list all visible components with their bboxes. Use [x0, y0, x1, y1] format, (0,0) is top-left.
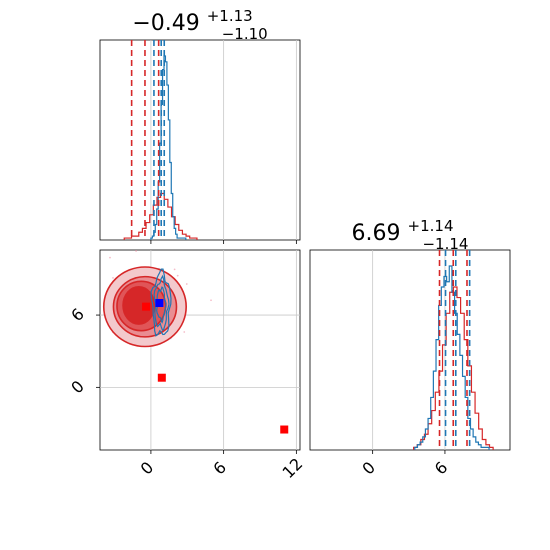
joint-red-marker — [142, 302, 151, 311]
param1-blue-histogram — [414, 265, 490, 450]
joint-scatter-point — [176, 274, 179, 277]
joint-scatter-point — [210, 299, 212, 302]
joint-scatter-point — [183, 331, 186, 333]
histogram-param1-quantiles — [438, 250, 471, 450]
param1-red-histogram — [413, 286, 494, 450]
param1-title: 6.69 +1.14 −1.14 — [352, 212, 469, 253]
histogram-param1-frame — [309, 249, 511, 451]
joint-blue-marker — [155, 299, 164, 308]
param1-title-lower: −1.14 — [422, 235, 468, 253]
joint-x-tick-label: 6 — [209, 458, 230, 479]
param0-title-value: −0.49 — [132, 11, 199, 36]
joint-scatter-point — [135, 250, 137, 252]
param1-title-value: 6.69 — [352, 221, 401, 246]
joint-panel: 0 6 12 06 — [67, 249, 307, 482]
histogram-param1-steps — [413, 265, 494, 450]
histogram-param0-ticks — [150, 240, 297, 244]
joint-scatter-point — [173, 268, 176, 271]
joint-red-marker — [157, 373, 166, 382]
param0-title-upper: +1.13 — [207, 7, 253, 25]
joint-blue-contour — [150, 268, 172, 337]
joint-x-tick-label: 0 — [137, 458, 158, 479]
joint-x-tick-label: 12 — [279, 454, 307, 482]
joint-y-tick-label: 0 — [67, 377, 88, 398]
param0-blue-histogram — [150, 55, 187, 240]
histogram-param1-grid — [372, 250, 446, 450]
param1-x-tick-label: 6 — [431, 458, 452, 479]
param0-title: −0.49 +1.13 −1.10 — [132, 2, 267, 43]
histogram-param0-panel — [99, 39, 301, 244]
joint-scatter-point — [112, 277, 114, 279]
param1-title-upper: +1.14 — [408, 217, 454, 235]
joint-x-ticks: 0 6 12 — [137, 450, 307, 482]
param0-title-lower: −1.10 — [222, 25, 268, 43]
histogram-param0-frame — [99, 39, 301, 241]
joint-red-marker — [280, 425, 289, 434]
joint-panel-frame — [99, 249, 301, 451]
histogram-param0-grid — [150, 40, 297, 240]
joint-y-tick-label: 6 — [67, 304, 88, 325]
joint-scatter-point — [109, 256, 111, 259]
joint-marker-points — [142, 299, 289, 434]
param1-x-tick-label: 0 — [358, 458, 379, 479]
joint-y-ticks: 06 — [67, 304, 100, 397]
histogram-param0-quantiles — [130, 40, 166, 240]
joint-red-contour — [122, 285, 156, 325]
joint-scatter-point — [185, 283, 188, 285]
